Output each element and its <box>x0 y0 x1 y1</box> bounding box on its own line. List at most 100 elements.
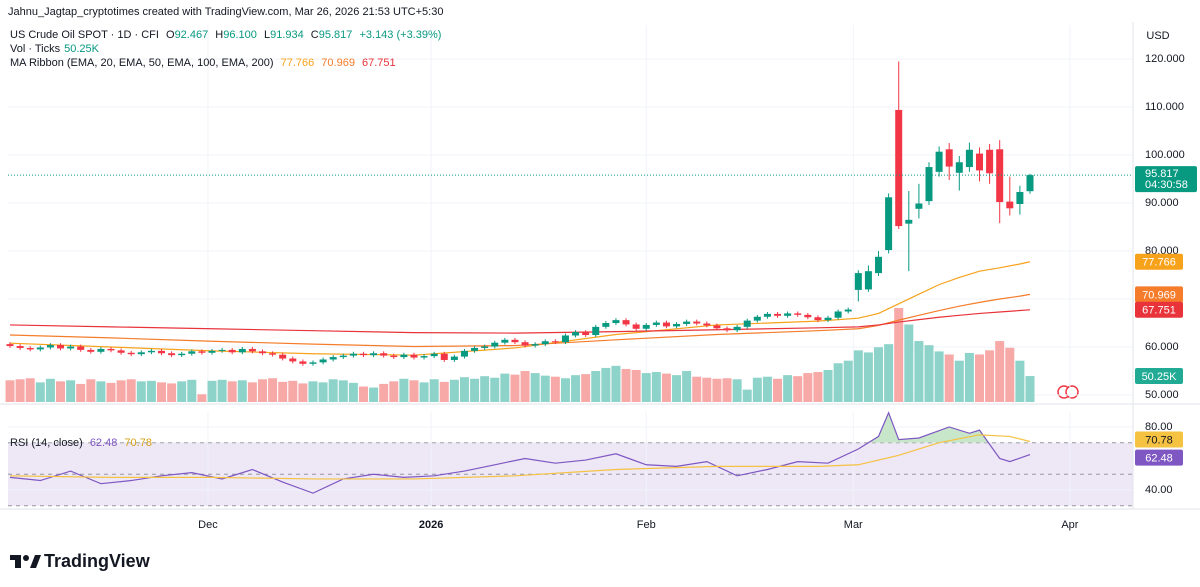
volume-bar <box>934 351 944 402</box>
volume-bar <box>298 383 308 402</box>
volume-bar <box>15 379 25 402</box>
logo <box>10 555 41 568</box>
candle-body <box>46 345 54 348</box>
volume-bar <box>964 352 974 402</box>
volume-bar <box>611 365 621 402</box>
candle-body <box>178 353 186 356</box>
candle-body <box>774 313 782 316</box>
ohlc-label: C <box>310 29 319 41</box>
candle-body <box>188 351 196 354</box>
volume-bar <box>793 376 803 402</box>
volume-bar <box>1025 376 1035 402</box>
volume-bar <box>227 381 237 402</box>
candle-body <box>834 311 842 318</box>
volume-bar <box>833 363 843 402</box>
candle-body <box>6 344 14 347</box>
volume-bar <box>631 369 641 402</box>
volume-bar <box>742 389 752 402</box>
candle-body <box>208 350 216 353</box>
candle-body <box>996 149 1004 203</box>
x-tick-label: 2026 <box>419 519 443 531</box>
candle-body <box>844 309 852 312</box>
ohlc-label: O <box>166 29 175 41</box>
candle-body <box>642 324 650 329</box>
volume-bar <box>480 376 490 402</box>
ema-badge-bg <box>1135 253 1183 270</box>
ma-value: 77.766 <box>280 57 315 69</box>
volume-bar <box>399 378 409 402</box>
rsi-badge: 62.48 <box>1145 452 1173 464</box>
candle-body <box>521 342 529 346</box>
ema-badge: 70.969 <box>1142 289 1176 301</box>
candle-body <box>935 151 943 172</box>
symbol: US Crude Oil SPOT · 1D · CFI <box>10 29 159 41</box>
volume-bar <box>56 381 66 402</box>
volume-bar <box>86 379 96 402</box>
volume-bar <box>672 375 682 402</box>
y-tick-label: 110.000 <box>1145 101 1184 113</box>
candle-body <box>481 346 489 348</box>
volume-bar <box>571 375 581 402</box>
volume-bar <box>167 383 177 402</box>
volume-bar <box>692 376 702 402</box>
candle-body <box>349 353 357 356</box>
candle-body <box>248 348 256 352</box>
candle-body <box>683 321 691 324</box>
volume-bar <box>823 369 833 402</box>
volume-bar <box>1005 347 1015 402</box>
volume-bar <box>459 377 469 402</box>
candle-body <box>885 197 893 251</box>
candle-body <box>289 358 297 362</box>
volume-badge-bg <box>1135 368 1183 385</box>
candle-body <box>127 352 135 355</box>
ohlc-value: 91.934 <box>270 29 304 41</box>
ma-value: 70.969 <box>321 57 355 69</box>
candle-body <box>279 354 287 359</box>
candle-body <box>440 353 448 360</box>
volume-bar <box>146 380 156 402</box>
volume-bar <box>783 375 793 402</box>
candle-body <box>67 346 75 349</box>
candle-body <box>390 355 398 358</box>
candle-body <box>541 341 549 345</box>
volume-bar <box>995 341 1005 402</box>
candle-body <box>531 344 539 346</box>
event-icon[interactable] <box>1065 385 1079 399</box>
x-tick-label: Dec <box>198 519 218 531</box>
volume-bar <box>914 341 924 402</box>
candle-body <box>460 350 468 357</box>
volume-bar <box>358 386 368 402</box>
volume-bar <box>974 354 984 402</box>
candle-body <box>632 324 640 329</box>
volume-bar <box>510 374 520 402</box>
x-tick-label: Feb <box>637 519 656 531</box>
candle-body <box>228 349 236 353</box>
attribution: Jahnu_Jagtap_cryptotimes created with Tr… <box>8 6 443 18</box>
volume-bar <box>601 367 611 402</box>
volume-badge: 50.25K <box>1142 371 1178 383</box>
volume-bar <box>530 373 540 402</box>
volume-bar <box>803 373 813 402</box>
brand: TradingView <box>44 551 151 571</box>
candle-body <box>299 361 307 364</box>
volume-bar <box>369 387 379 402</box>
volume-bar <box>1015 360 1025 402</box>
ohlc-label: H <box>215 29 224 41</box>
volume-bar <box>884 344 894 402</box>
volume-bar <box>116 380 126 402</box>
candle-body <box>925 167 933 202</box>
ohlc-value: 96.100 <box>223 29 257 41</box>
volume-bar <box>863 352 873 402</box>
candle-body <box>117 350 125 353</box>
candle-body <box>572 332 580 336</box>
volume-bar <box>621 368 631 402</box>
volume-bar <box>96 381 106 402</box>
countdown: 04:30:58 <box>1145 179 1188 191</box>
ohlc-value: 95.817 <box>318 29 353 41</box>
candle-body <box>339 355 347 358</box>
volume-bar <box>490 377 500 402</box>
candle-body <box>965 149 973 168</box>
ma-title: MA Ribbon (EMA, 20, EMA, 50, EMA, 100, E… <box>10 57 274 69</box>
